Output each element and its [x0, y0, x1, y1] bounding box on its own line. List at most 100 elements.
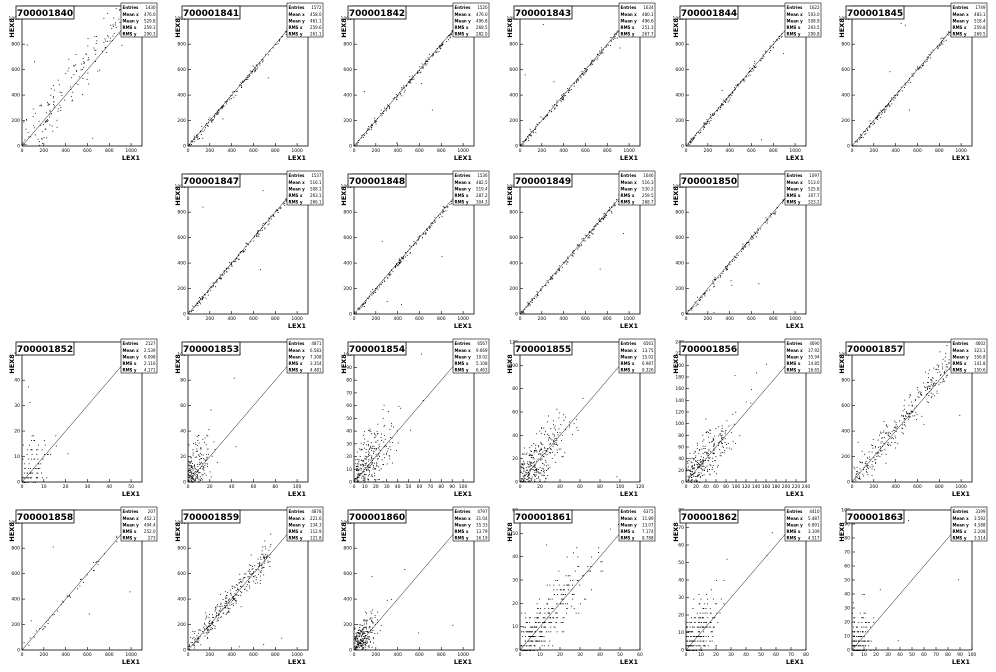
point [82, 77, 84, 79]
point [364, 474, 366, 476]
point [880, 449, 881, 451]
point [695, 135, 697, 137]
point [544, 480, 546, 482]
point [724, 431, 726, 433]
point [196, 474, 198, 475]
point [386, 463, 388, 465]
title-box [181, 341, 241, 356]
y-axis-label: HEX8 [174, 186, 182, 206]
point [540, 640, 542, 642]
x-tick-label: 800 [271, 652, 280, 658]
point [582, 575, 584, 577]
point [782, 200, 784, 202]
point [38, 141, 40, 143]
point [371, 458, 373, 460]
point [388, 411, 390, 413]
point [751, 389, 752, 391]
point [575, 612, 577, 614]
point [24, 468, 26, 469]
stats-value: 1537 [311, 173, 322, 178]
point [403, 85, 405, 87]
point [195, 304, 197, 306]
point [877, 453, 879, 455]
point [543, 456, 545, 458]
point [362, 634, 364, 635]
point [210, 627, 212, 628]
data-points [188, 352, 241, 483]
point [49, 124, 51, 126]
title-box [15, 509, 75, 524]
point [244, 588, 246, 590]
point [614, 204, 616, 206]
point [378, 469, 380, 471]
point [413, 245, 414, 246]
point [389, 428, 391, 430]
point [277, 211, 279, 213]
x-tick-label: 120 [636, 484, 645, 490]
point [580, 77, 582, 79]
x-tick-label: 90 [449, 484, 455, 490]
point [197, 135, 199, 137]
point [726, 268, 728, 270]
stats-value: 6561 [643, 341, 654, 346]
point [195, 477, 197, 479]
point [228, 268, 230, 270]
point [690, 474, 692, 476]
point [543, 464, 545, 466]
point [361, 630, 363, 632]
point [357, 142, 359, 144]
point [189, 465, 191, 467]
point [535, 433, 537, 435]
point [198, 629, 200, 631]
point [36, 454, 38, 455]
point [402, 258, 404, 259]
point [713, 278, 715, 280]
x-tick-label: 400 [393, 316, 402, 322]
point [902, 433, 904, 435]
point [909, 416, 911, 418]
point [214, 117, 215, 119]
point [420, 353, 422, 355]
point [361, 304, 363, 306]
point [29, 468, 31, 469]
point [360, 631, 362, 633]
stats-value: 1634 [643, 5, 654, 10]
point [561, 97, 563, 99]
point [753, 234, 755, 236]
point [40, 105, 42, 107]
point [417, 72, 419, 74]
point [547, 645, 549, 647]
point [96, 561, 98, 563]
point [365, 637, 367, 639]
point [226, 612, 228, 614]
point [553, 584, 555, 586]
x-tick-label: 800 [105, 652, 114, 658]
point [588, 232, 590, 234]
point [28, 458, 30, 460]
point [712, 461, 714, 463]
point [556, 617, 557, 619]
data-points [520, 16, 631, 146]
point [370, 461, 372, 463]
point [192, 473, 194, 475]
title-box [347, 5, 407, 20]
point [881, 437, 883, 439]
point [712, 457, 714, 459]
point [546, 451, 548, 453]
point [425, 60, 427, 62]
point [708, 122, 710, 124]
point [193, 481, 195, 483]
point [32, 108, 34, 110]
point [755, 233, 756, 235]
x-tick-label: 0 [21, 652, 24, 658]
point [532, 640, 533, 642]
point [541, 470, 543, 472]
point [552, 424, 554, 426]
point [534, 622, 536, 623]
point [378, 448, 380, 450]
point [360, 481, 362, 483]
point [41, 477, 43, 479]
point [97, 70, 99, 72]
scatter-plot: 0 200 400 600 800 100002004006008001000700001… [174, 2, 324, 162]
point [251, 72, 253, 74]
